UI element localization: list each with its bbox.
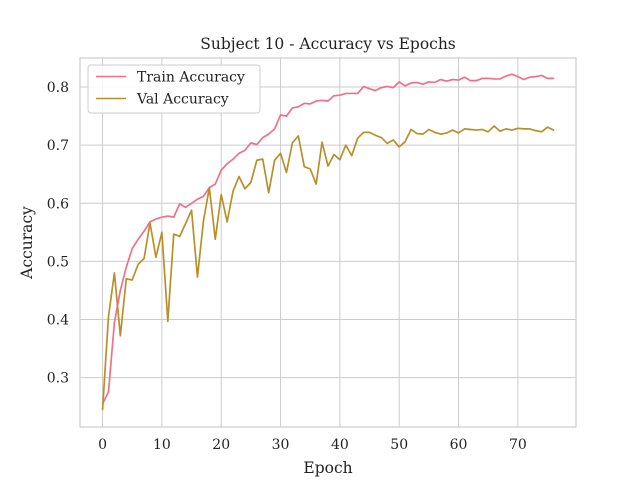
y-tick-label: 0.8 (47, 80, 69, 96)
x-tick-label: 30 (272, 437, 290, 453)
legend-label-val-accuracy: Val Accuracy (136, 92, 229, 108)
x-tick-label: 40 (331, 437, 349, 453)
tick-labels: 0 10 20 30 40 50 60 70 0.3 0.4 0.5 0.6 0.7 0.8 (47, 80, 527, 453)
y-axis-label: Accuracy (18, 206, 36, 280)
series-line-train-accuracy (101, 73, 555, 405)
x-tick-label: 20 (212, 437, 230, 453)
legend-label-train-accuracy: Train Accuracy (137, 70, 245, 86)
x-tick-label: 70 (509, 437, 527, 453)
series-lines (101, 73, 555, 411)
chart-title: Subject 10 - Accuracy vs Epochs (200, 35, 456, 53)
y-tick-label: 0.5 (47, 254, 69, 270)
x-tick-label: 0 (98, 437, 107, 453)
y-tick-label: 0.6 (47, 196, 69, 212)
series-line-val-accuracy (101, 125, 555, 411)
y-tick-label: 0.7 (47, 138, 69, 154)
y-tick-label: 0.4 (47, 312, 69, 328)
legend: Train Accuracy Val Accuracy (87, 64, 261, 114)
x-tick-label: 10 (153, 437, 171, 453)
x-axis-label: Epoch (303, 459, 352, 477)
x-tick-label: 60 (450, 437, 468, 453)
legend-box (87, 64, 261, 114)
y-tick-label: 0.3 (47, 371, 69, 387)
x-tick-label: 50 (390, 437, 408, 453)
